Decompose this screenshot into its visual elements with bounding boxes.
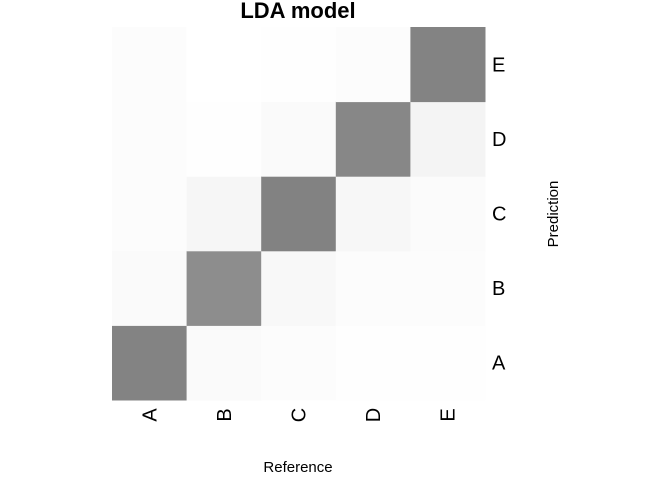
x-tick-label-C: C xyxy=(289,408,311,422)
x-tick-label-D: D xyxy=(363,408,385,422)
y-axis-ticks: A B C D E xyxy=(492,54,506,374)
x-axis-ticks: A B C D E xyxy=(139,408,459,423)
heatmap-cell-ref-E-pred-E xyxy=(410,27,486,103)
x-tick-label-E: E xyxy=(438,408,460,421)
y-tick-label-A: A xyxy=(492,353,506,375)
heatmap-cell-ref-D-pred-B xyxy=(335,250,411,326)
heatmap-cell-ref-D-pred-E xyxy=(335,27,411,103)
y-axis-label: Prediction xyxy=(545,181,562,248)
x-axis-label: Reference xyxy=(263,459,332,476)
heatmap-cells xyxy=(112,27,486,401)
heatmap-cell-ref-A-pred-D xyxy=(112,101,188,177)
heatmap-cell-ref-C-pred-E xyxy=(261,27,337,103)
heatmap-cell-ref-E-pred-B xyxy=(410,250,486,326)
heatmap-cell-ref-B-pred-A xyxy=(186,325,262,401)
heatmap-cell-ref-E-pred-C xyxy=(410,176,486,252)
chart-title: LDA model xyxy=(240,0,355,23)
heatmap-cell-ref-D-pred-A xyxy=(335,325,411,401)
heatmap-cell-ref-C-pred-A xyxy=(261,325,337,401)
heatmap-cell-ref-A-pred-E xyxy=(112,27,188,103)
x-tick-label-B: B xyxy=(214,408,236,421)
heatmap-cell-ref-C-pred-C xyxy=(261,176,337,252)
heatmap-cell-ref-E-pred-A xyxy=(410,325,486,401)
heatmap-cell-ref-A-pred-C xyxy=(112,176,188,252)
heatmap-cell-ref-C-pred-D xyxy=(261,101,337,177)
x-tick-label-A: A xyxy=(139,408,161,422)
heatmap-cell-ref-A-pred-B xyxy=(112,250,188,326)
y-tick-label-E: E xyxy=(492,54,505,76)
y-tick-label-C: C xyxy=(492,204,506,226)
heatmap-cell-ref-B-pred-B xyxy=(186,250,262,326)
heatmap-cell-ref-A-pred-A xyxy=(112,325,188,401)
heatmap-cell-ref-D-pred-C xyxy=(335,176,411,252)
y-tick-label-B: B xyxy=(492,278,505,300)
heatmap-cell-ref-E-pred-D xyxy=(410,101,486,177)
heatmap-cell-ref-B-pred-D xyxy=(186,101,262,177)
heatmap-cell-ref-C-pred-B xyxy=(261,250,337,326)
heatmap-cell-ref-B-pred-C xyxy=(186,176,262,252)
heatmap-cell-ref-D-pred-D xyxy=(335,101,411,177)
heatmap-cell-ref-B-pred-E xyxy=(186,27,262,103)
y-tick-label-D: D xyxy=(492,129,506,151)
